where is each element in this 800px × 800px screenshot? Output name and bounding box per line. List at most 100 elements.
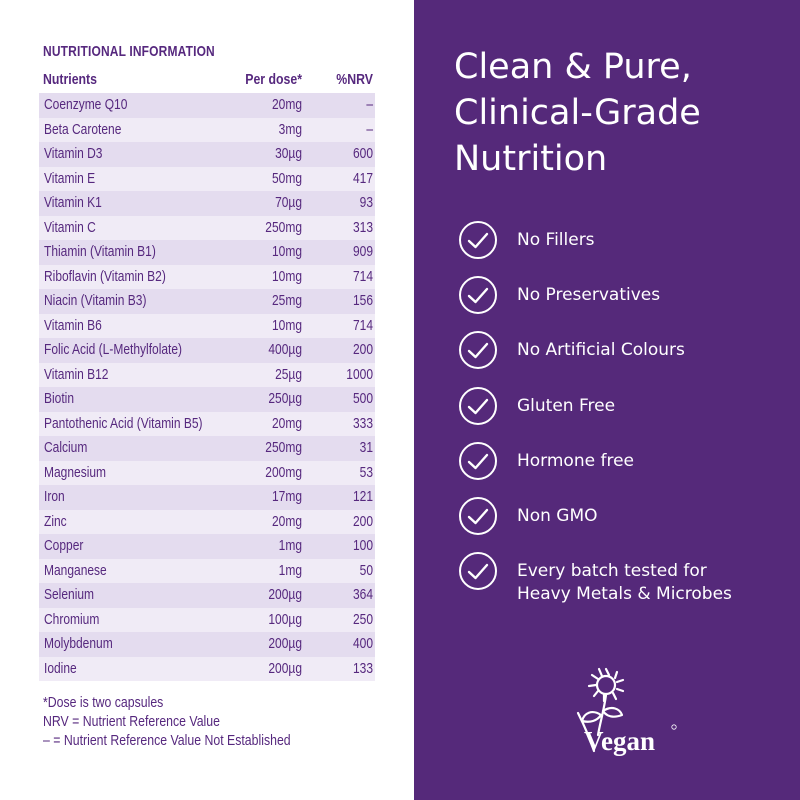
nutrient-name: Folic Acid (L-Methylfolate) [44,341,183,358]
per-dose-value: 250µg [268,390,302,407]
nutrient-name: Beta Carotene [44,120,122,138]
nutrient-name: Molybdenum [44,635,113,652]
table-row: Vitamin C 250mg 313 [39,215,375,240]
per-dose-value: 200µg [268,635,302,652]
nrv-value: 333 [352,414,373,432]
nutrient-name: Vitamin B12 [44,365,109,383]
feature-text-line: No Preservatives [517,285,661,306]
nrv-value: 909 [352,243,373,260]
per-dose-value: 3mg [278,120,302,138]
feature-text-line: No Artificial Colours [517,340,685,361]
table-row: Vitamin B12 25µg 1000 [39,362,375,387]
footnotes: *Dose is two capsules NRV = Nutrient Refe… [43,693,291,750]
nrv-value: 133 [352,659,373,677]
headline-line: Clinical-Grade [454,93,701,133]
feature-text-line: Non GMO [517,506,598,526]
per-dose-value: 400µg [268,341,302,358]
check-circle-icon [459,221,497,259]
check-circle-icon [459,276,497,315]
table-row: Vitamin B6 10mg 714 [39,313,375,338]
per-dose-value: 20mg [271,512,302,530]
nutrient-name: Pantothenic Acid (Vitamin B5) [44,414,203,432]
table-row: Magnesium 200mg 53 [39,460,375,485]
per-dose-value: 50mg [271,169,302,187]
feature-text-line: Hormone free [517,450,634,471]
check-circle-icon [459,441,497,480]
per-dose-value: 70µg [275,194,302,211]
check-circle-icon [459,386,497,425]
per-dose-value: 30µg [275,145,302,162]
nrv-value: 200 [352,341,373,358]
check-circle-icon [459,331,497,370]
footnote: NRV = Nutrient Reference Value [43,713,220,730]
nrv-value: 53 [359,463,373,481]
nutrient-name: Thiamin (Vitamin B1) [44,243,156,260]
nrv-value: 714 [352,316,373,334]
per-dose-value: 250mg [265,218,302,236]
nrv-value: 1000 [346,365,373,383]
nrv-value: 250 [352,610,373,628]
nrv-value: 200 [352,512,373,530]
feature-text: Non GMO [517,505,598,528]
check-circle-icon [459,552,497,591]
headline-line: Nutrition [454,139,608,179]
per-dose-value: 10mg [271,243,302,260]
nrv-value: 400 [352,635,373,652]
per-dose-value: 100µg [268,610,302,628]
feature-text: No Fillers [517,229,595,252]
table-row: Beta Carotene 3mg – [39,117,375,142]
nutrient-name: Riboflavin (Vitamin B2) [44,267,166,285]
per-dose-value: 1mg [278,537,302,554]
benefits-panel: Clean & Pure, Clinical-Grade Nutrition No … [414,0,800,800]
footnote: – = Nutrient Reference Value Not Establi… [43,732,291,749]
header-nutrients: Nutrients [43,71,97,88]
nutrient-name: Manganese [44,561,107,579]
feature-text-line: Every batch tested for [517,561,707,582]
per-dose-value: 1mg [278,561,302,579]
table-row: Manganese 1mg 50 [39,558,375,583]
nrv-value: – [366,96,373,113]
feature-text: Every batch tested for Heavy Metals & Mic… [517,560,732,606]
nrv-value: 600 [352,145,373,162]
nutrient-name: Vitamin D3 [44,145,103,162]
nutrient-name: Vitamin C [44,218,96,236]
per-dose-value: 250mg [265,439,302,456]
footnote: *Dose is two capsules [43,694,164,711]
nutrient-name: Vitamin B6 [44,316,102,334]
per-dose-value: 10mg [271,316,302,334]
per-dose-value: 200µg [268,659,302,677]
per-dose-value: 10mg [271,267,302,285]
table-row: Calcium 250mg 31 [39,436,375,461]
nutrient-name: Iron [44,488,65,505]
per-dose-value: 25µg [275,365,302,383]
table-row: Vitamin K1 70µg 93 [39,191,375,216]
nutrient-name: Magnesium [44,463,107,481]
feature-text: No Preservatives [517,284,660,307]
nrv-value: 121 [352,488,373,505]
nutrient-name: Chromium [44,610,100,628]
table-row: Coenzyme Q10 20mg – [39,93,375,118]
per-dose-value: 200µg [268,586,302,603]
feature-text: No Artificial Colours [517,339,685,362]
nrv-value: – [366,120,373,138]
nutrient-name: Selenium [44,586,95,603]
table-row: Riboflavin (Vitamin B2) 10mg 714 [39,264,375,289]
vegan-logo: Vegan [576,667,677,756]
feature-text-line: No Fillers [517,230,595,250]
per-dose-value: 20mg [271,96,302,113]
nrv-value: 313 [352,218,373,236]
nutrition-panel: NUTRITIONAL INFORMATION Nutrients Per do… [39,43,375,750]
table-row: Chromium 100µg 250 [39,607,375,632]
check-circle-icon [459,497,497,535]
nrv-value: 100 [352,537,373,554]
nutrient-name: Coenzyme Q10 [44,96,128,113]
nrv-value: 500 [352,390,373,407]
nutrient-name: Niacin (Vitamin B3) [44,292,147,309]
nrv-value: 364 [352,586,373,603]
nutrition-title: NUTRITIONAL INFORMATION [43,43,215,60]
nrv-value: 156 [352,292,373,309]
table-row: Iodine 200µg 133 [39,656,375,681]
table-row: Copper 1mg 100 [39,534,375,559]
table-row: Vitamin E 50mg 417 [39,166,375,191]
nutrient-name: Vitamin K1 [44,194,102,211]
